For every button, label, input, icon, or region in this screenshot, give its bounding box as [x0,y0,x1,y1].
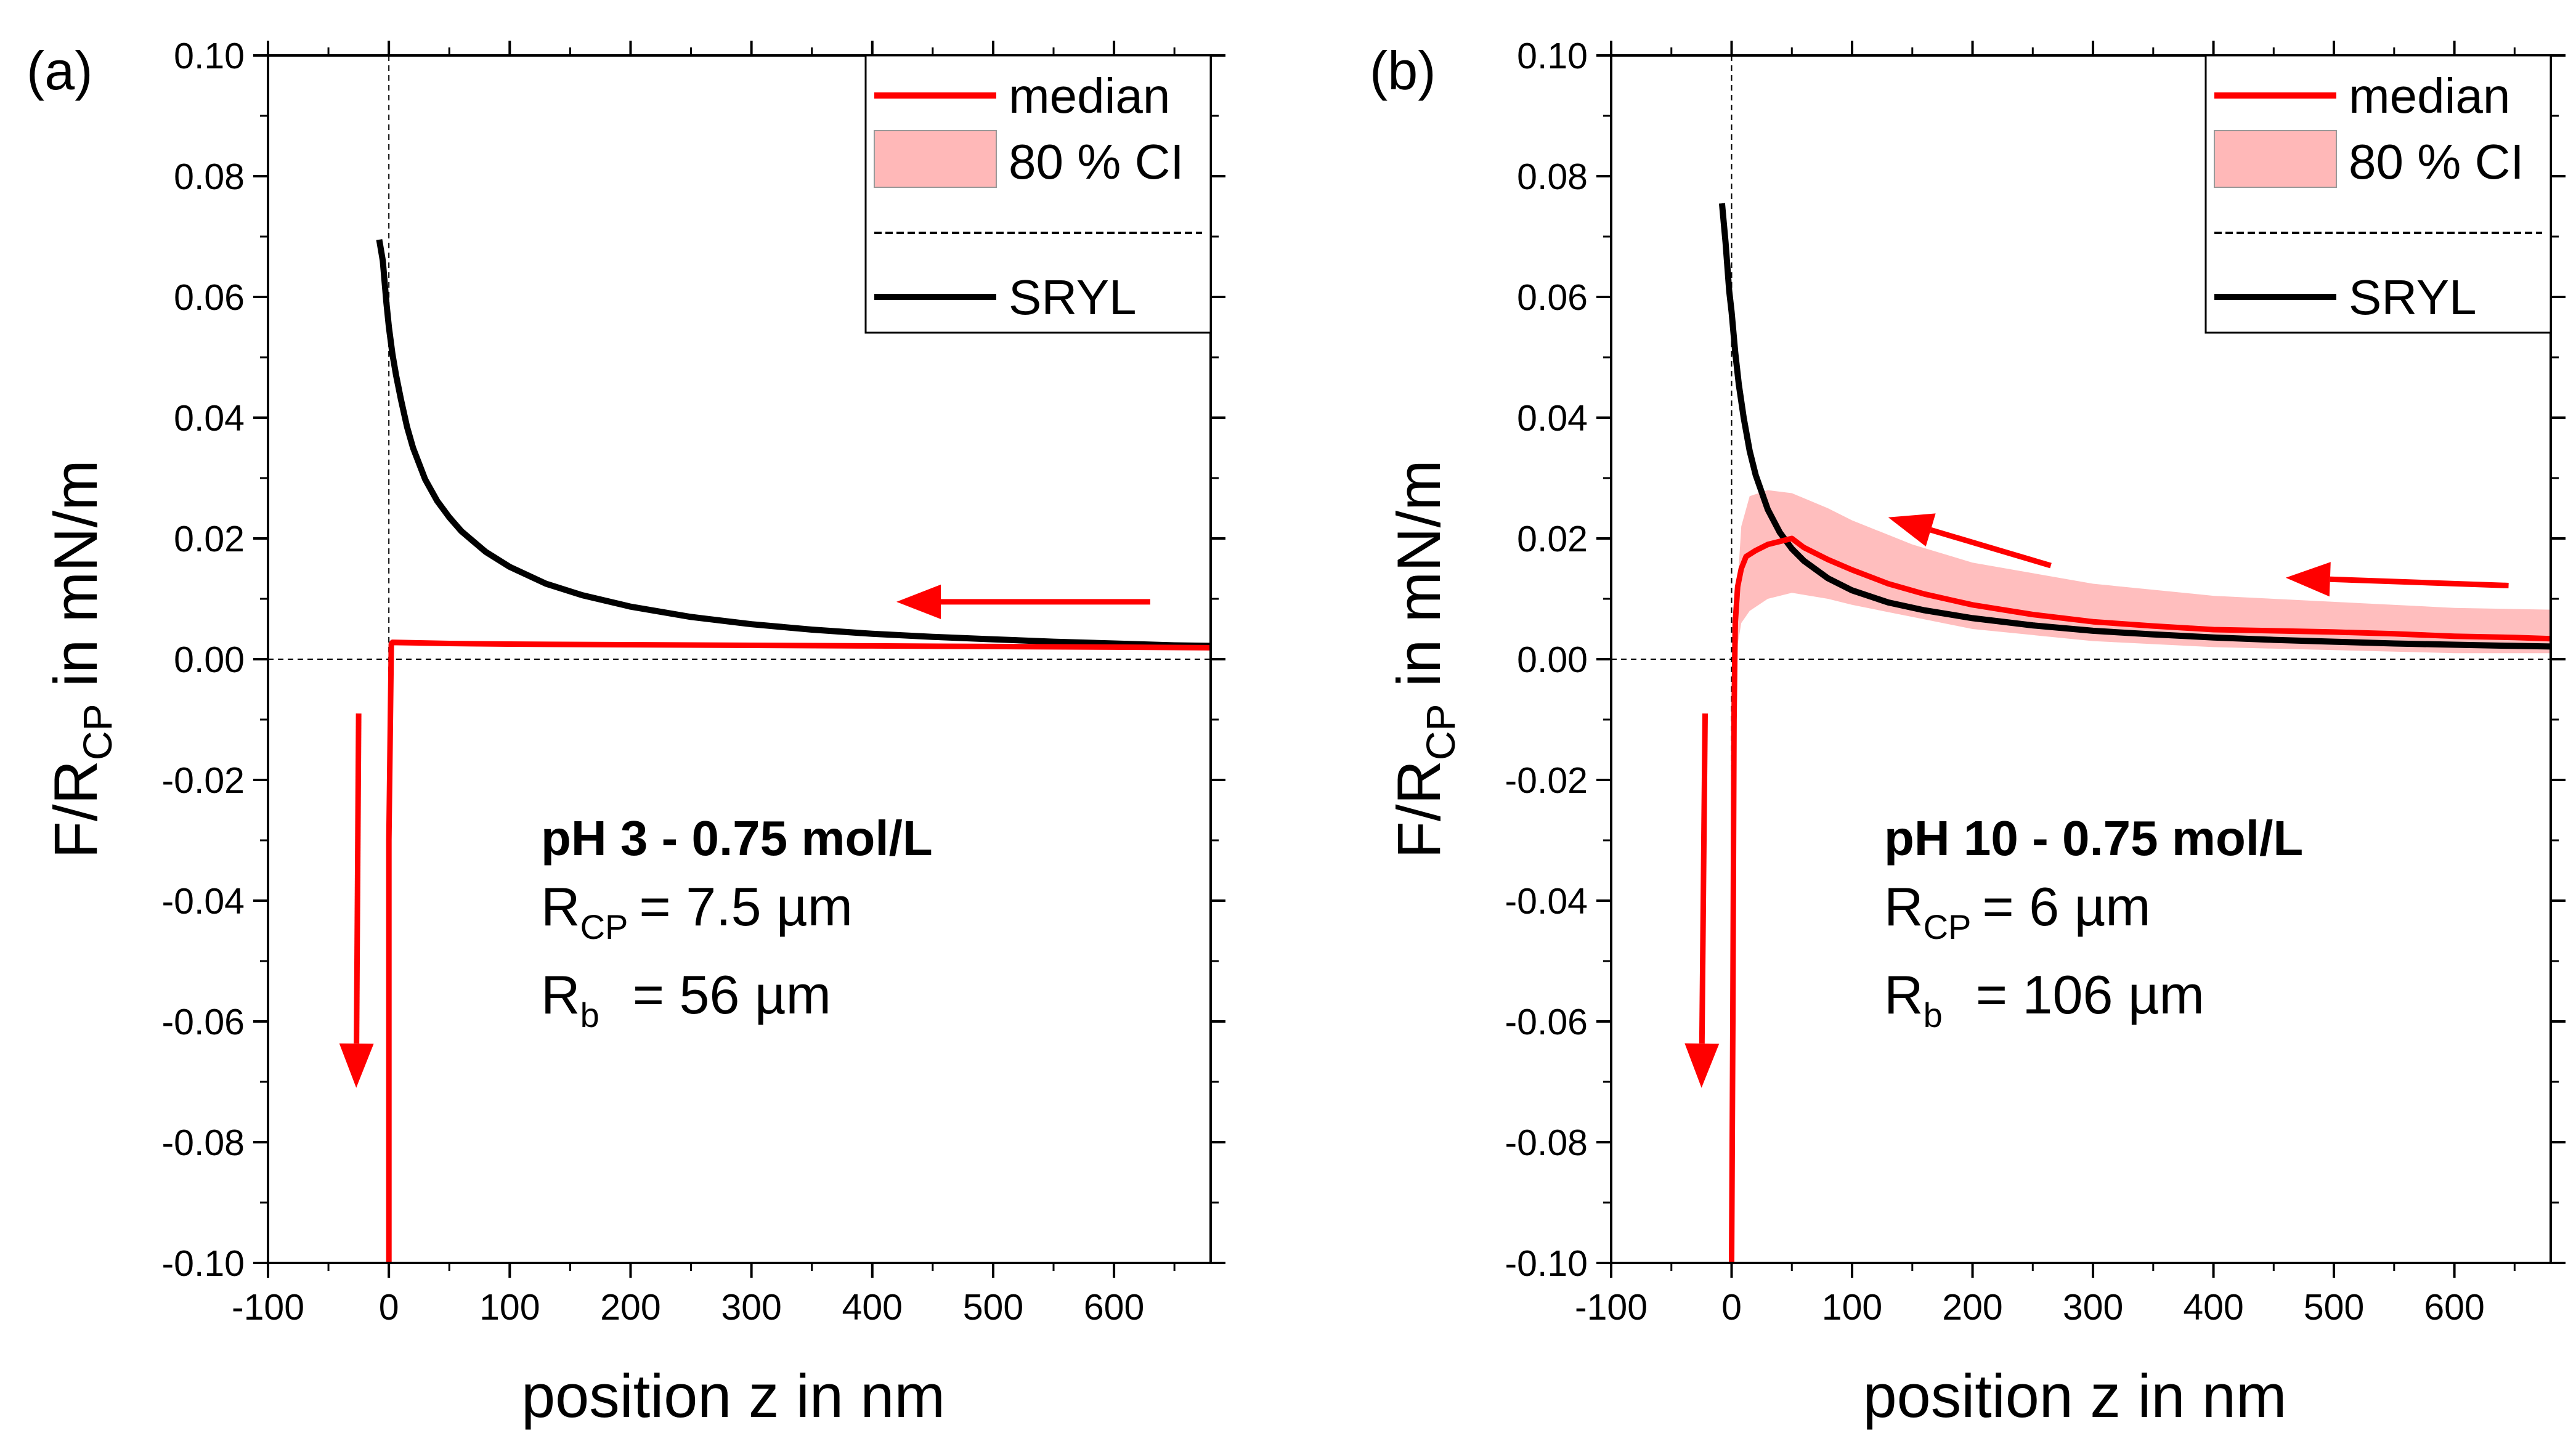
x-tick-label: 0 [1721,1287,1742,1328]
r-cp-subscript: CP [1924,907,1972,946]
y-axis-title-main: F/R [41,760,110,858]
direction-arrow [339,713,374,1088]
y-tick-label: 0.10 [174,36,245,76]
median-line [389,643,1211,1263]
y-tick-label: -0.10 [1505,1243,1588,1284]
r-b-line: Rb = 56 µm [541,964,831,1034]
y-tick-label: -0.08 [1505,1122,1588,1163]
arrow-head [339,1044,374,1088]
legend-median-label: median [1009,68,1170,123]
direction-arrow [896,585,1150,619]
r-cp-line: RCP = 6 µm [1884,876,2151,946]
r-cp-value: = 7.5 µm [639,876,853,937]
annotation: pH 3 - 0.75 mol/L RCP = 7.5 µm Rb = 56 µm [541,811,933,1034]
y-tick-label: 0.04 [174,398,245,439]
y-tick-label: -0.04 [162,881,245,922]
arrow-head [2286,562,2331,596]
r-cp-value: = 6 µm [1982,876,2150,937]
x-tick-label: -100 [1575,1287,1648,1328]
y-axis-title-tail: in mN/m [1384,460,1453,704]
x-tick-label: 600 [2424,1287,2484,1328]
x-tick-label: 500 [2304,1287,2364,1328]
x-tick-label: 0 [379,1287,399,1328]
y-tick-label: 0.10 [1517,36,1588,76]
y-axis-title-sub: CP [75,704,120,760]
y-tick-label: 0.02 [174,519,245,559]
legend-ci-swatch [874,131,996,187]
x-tick-label: 200 [600,1287,660,1328]
panel-label: (b) [1370,40,1436,101]
plot-area [1722,203,2551,1263]
y-tick-label: 0.00 [174,639,245,680]
x-tick-label: 300 [2063,1287,2123,1328]
y-tick-label: 0.02 [1517,519,1588,559]
legend-sryl-label: SRYL [2349,270,2477,325]
legend-ci-swatch [2214,131,2336,187]
r-cp-line: RCP = 7.5 µm [541,876,853,946]
x-tick-label: 500 [963,1287,1023,1328]
x-tick-label: 600 [1084,1287,1144,1328]
r-cp-symbol: R [541,876,580,937]
y-tick-label: 0.04 [1517,398,1588,439]
chart-panel-b: -100 0 100 200 300 400 500 600 -0.10 -0.08 -0.06 -0… [1370,36,2566,1430]
r-cp-symbol: R [1884,876,1924,937]
y-tick-label: -0.04 [1505,881,1588,922]
arrow-shaft [2330,579,2509,585]
annotation: pH 10 - 0.75 mol/L RCP = 6 µm Rb = 106 µm [1884,811,2303,1034]
y-axis-title-sub: CP [1418,704,1463,760]
x-tick-label: 400 [842,1287,903,1328]
legend-sryl-label: SRYL [1009,270,1137,325]
y-tick-label: -0.06 [162,1002,245,1042]
y-tick-label: 0.00 [1517,639,1588,680]
y-axis-title: F/RCP in mN/m [41,460,120,858]
direction-arrow [1684,713,1719,1088]
arrow-head [1684,1044,1719,1088]
y-tick-label: 0.06 [174,277,245,318]
arrow-shaft [1702,713,1705,1044]
legend-ci-label: 80 % CI [1009,134,1184,189]
x-tick-label: -100 [232,1287,304,1328]
x-axis-title: position z in nm [521,1362,945,1430]
panel-label: (a) [26,40,93,101]
y-axis-title: F/RCP in mN/m [1384,460,1463,858]
y-tick-label: -0.08 [162,1122,245,1163]
x-tick-label: 400 [2183,1287,2243,1328]
legend-ci-label: 80 % CI [2349,134,2524,189]
chart-panel-a: -100 0 100 200 300 400 500 600 -0.10 -0.08 -0.06 -0… [26,36,1225,1430]
r-cp-subscript: CP [580,907,628,946]
legend: median 80 % CI SRYL [2206,55,2551,333]
y-tick-label: -0.02 [1505,760,1588,801]
r-b-value: = 106 µm [1976,964,2204,1025]
y-tick-label: -0.10 [162,1243,245,1284]
legend: median 80 % CI SRYL [866,55,1211,333]
x-axis-title: position z in nm [1863,1362,2287,1430]
arrow-head [896,585,941,619]
r-b-subscript: b [580,996,599,1034]
r-b-symbol: R [1884,964,1924,1025]
r-b-line: Rb = 106 µm [1884,964,2204,1034]
arrow-shaft [357,713,359,1044]
legend-median-label: median [2349,68,2510,123]
y-tick-label: 0.08 [174,156,245,197]
x-tick-label: 300 [721,1287,781,1328]
plot-area [380,240,1211,1263]
y-axis-title-tail: in mN/m [41,460,110,704]
y-tick-label: -0.06 [1505,1002,1588,1042]
y-tick-label: 0.08 [1517,156,1588,197]
direction-arrow [2286,562,2509,596]
r-b-value: = 56 µm [633,964,831,1025]
x-tick-label: 100 [1822,1287,1882,1328]
condition-title: pH 10 - 0.75 mol/L [1884,811,2303,866]
r-b-subscript: b [1924,996,1943,1034]
x-tick-label: 100 [479,1287,540,1328]
y-tick-label: 0.06 [1517,277,1588,318]
figure: -100 0 100 200 300 400 500 600 -0.10 -0.08 -0.06 -0… [0,0,2576,1449]
x-tick-label: 200 [1942,1287,2002,1328]
y-axis-title-main: F/R [1384,760,1453,858]
r-b-symbol: R [541,964,580,1025]
condition-title: pH 3 - 0.75 mol/L [541,811,933,866]
y-tick-label: -0.02 [162,760,245,801]
